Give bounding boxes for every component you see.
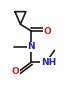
Text: O: O (43, 27, 51, 36)
Text: NH: NH (41, 58, 56, 67)
Text: O: O (12, 67, 20, 76)
Text: N: N (27, 42, 35, 51)
